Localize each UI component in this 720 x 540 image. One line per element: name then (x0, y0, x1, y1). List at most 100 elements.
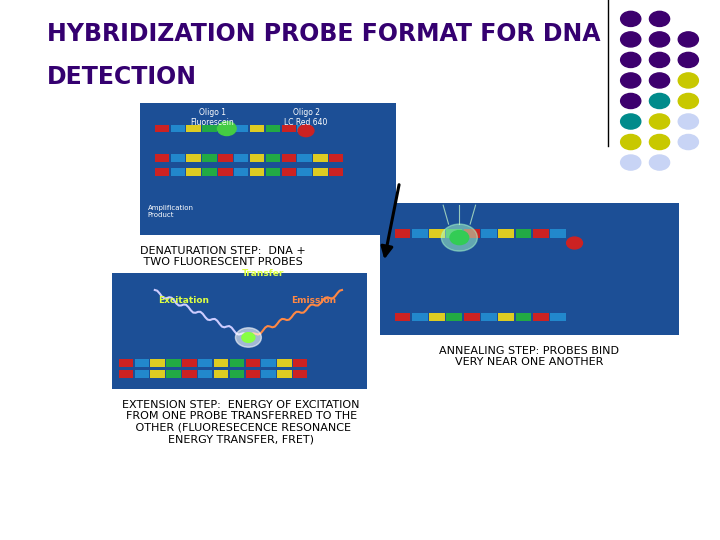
Circle shape (678, 93, 698, 109)
Bar (112, 273, 367, 389)
Bar (150, 370, 165, 378)
Circle shape (621, 93, 641, 109)
Text: Excitation: Excitation (158, 296, 209, 305)
Bar (550, 313, 566, 321)
Circle shape (621, 11, 641, 26)
Text: HYBRIDIZATION PROBE FORMAT FOR DNA: HYBRIDIZATION PROBE FORMAT FOR DNA (47, 22, 600, 45)
Text: Transfer: Transfer (242, 269, 284, 278)
Bar (198, 359, 212, 367)
Bar (186, 154, 201, 162)
Bar (250, 168, 264, 176)
Bar (266, 125, 280, 132)
Bar (155, 125, 169, 132)
Bar (230, 359, 244, 367)
Bar (155, 154, 169, 162)
Bar (329, 168, 343, 176)
Circle shape (678, 73, 698, 88)
Bar (429, 313, 445, 321)
Bar (293, 370, 307, 378)
Bar (498, 229, 514, 238)
Bar (166, 370, 181, 378)
Bar (313, 154, 328, 162)
Bar (171, 125, 185, 132)
Text: DENATURATION STEP:  DNA +
 TWO FLUORESCENT PROBES: DENATURATION STEP: DNA + TWO FLUORESCENT… (140, 246, 306, 267)
Bar (429, 229, 445, 238)
Text: Oligo 1
Fluorescein: Oligo 1 Fluorescein (191, 108, 234, 127)
Bar (412, 229, 428, 238)
Circle shape (621, 52, 641, 68)
Bar (166, 359, 181, 367)
Bar (186, 125, 201, 132)
Text: EXTENSION STEP:  ENERGY OF EXCITATION
FROM ONE PROBE TRANSFERRED TO THE
 OTHER (: EXTENSION STEP: ENERGY OF EXCITATION FRO… (122, 400, 360, 444)
Bar (218, 168, 233, 176)
Bar (533, 229, 549, 238)
Bar (297, 168, 312, 176)
Circle shape (621, 32, 641, 47)
Bar (119, 370, 133, 378)
Bar (313, 168, 328, 176)
Bar (297, 154, 312, 162)
Text: ANNEALING STEP: PROBES BIND
VERY NEAR ONE ANOTHER: ANNEALING STEP: PROBES BIND VERY NEAR ON… (439, 346, 619, 367)
Bar (282, 125, 296, 132)
Bar (171, 168, 185, 176)
Bar (218, 154, 233, 162)
Bar (246, 370, 260, 378)
Bar (218, 125, 233, 132)
Bar (135, 370, 149, 378)
Bar (481, 313, 497, 321)
Bar (230, 370, 244, 378)
Bar (380, 202, 679, 335)
Bar (202, 125, 217, 132)
Bar (516, 229, 531, 238)
Bar (395, 229, 410, 238)
Bar (214, 359, 228, 367)
Bar (498, 313, 514, 321)
Circle shape (678, 52, 698, 68)
Bar (261, 359, 276, 367)
Bar (234, 125, 248, 132)
Bar (250, 154, 264, 162)
Circle shape (649, 155, 670, 170)
Bar (246, 359, 260, 367)
Circle shape (649, 114, 670, 129)
Bar (119, 359, 133, 367)
Bar (282, 154, 296, 162)
Bar (155, 168, 169, 176)
Bar (150, 359, 165, 367)
Bar (234, 168, 248, 176)
Bar (277, 359, 292, 367)
Circle shape (621, 155, 641, 170)
Bar (202, 168, 217, 176)
Bar (261, 370, 276, 378)
Bar (140, 103, 396, 235)
Bar (516, 313, 531, 321)
Bar (182, 370, 197, 378)
Bar (395, 313, 410, 321)
Circle shape (649, 134, 670, 150)
Bar (464, 313, 480, 321)
Circle shape (441, 224, 477, 251)
Circle shape (217, 122, 236, 136)
Circle shape (678, 114, 698, 129)
Circle shape (621, 114, 641, 129)
Bar (282, 168, 296, 176)
Circle shape (649, 32, 670, 47)
Bar (297, 125, 312, 132)
Circle shape (450, 231, 469, 245)
Bar (277, 370, 292, 378)
Bar (446, 313, 462, 321)
Bar (446, 229, 462, 238)
Bar (533, 313, 549, 321)
Bar (481, 229, 497, 238)
Bar (412, 313, 428, 321)
Bar (214, 370, 228, 378)
Bar (329, 154, 343, 162)
Circle shape (678, 134, 698, 150)
Text: Oligo 2
LC Red 640: Oligo 2 LC Red 640 (284, 108, 328, 127)
Bar (250, 125, 264, 132)
Text: Emission: Emission (291, 296, 336, 305)
Circle shape (649, 11, 670, 26)
Bar (202, 154, 217, 162)
Circle shape (242, 333, 255, 342)
Circle shape (649, 52, 670, 68)
